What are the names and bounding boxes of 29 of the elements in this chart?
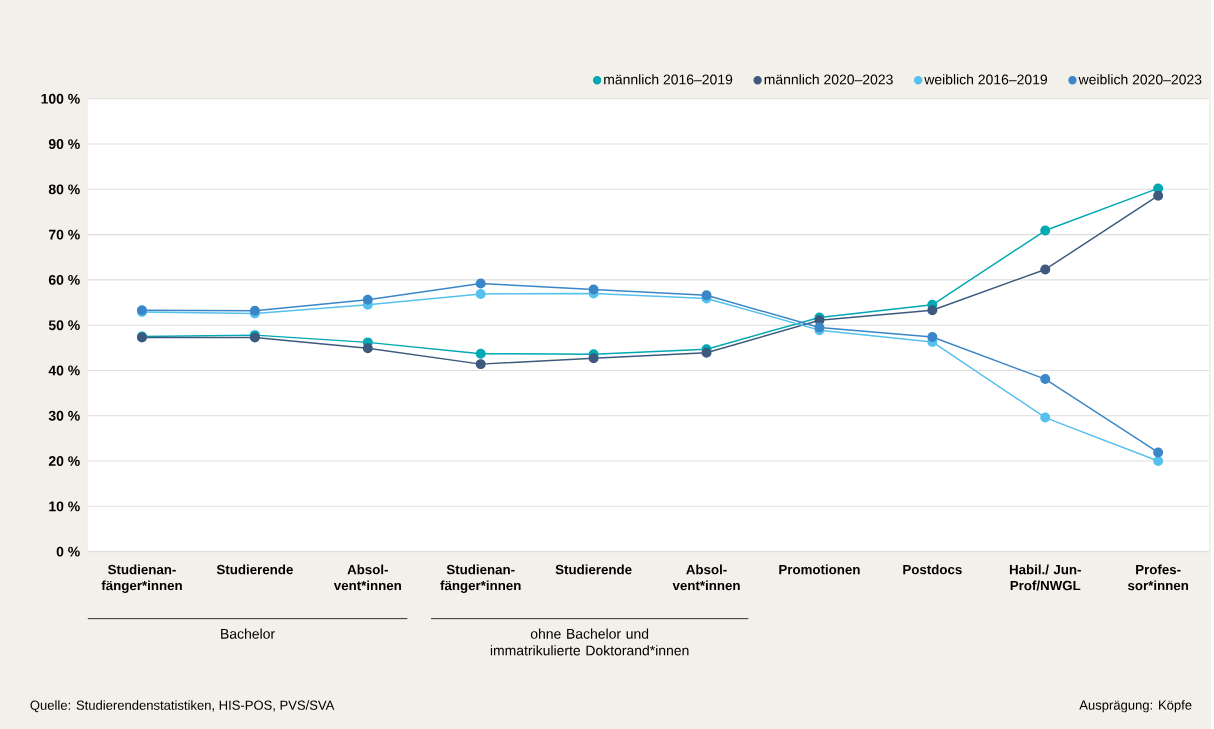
y-tick-label: 80 %	[48, 184, 80, 195]
x-tick-label: Habil./ Jun-Prof/NWGL	[1009, 564, 1081, 591]
legend-label: männlich 2020–2023	[764, 74, 893, 85]
y-tick-label: 60 %	[48, 274, 80, 285]
text: ohne Bachelor und immatrikulierte Doktorand*innen	[490, 628, 689, 656]
x-tick-label: Studierende	[555, 564, 632, 575]
y-tick-label: 40 %	[48, 365, 80, 376]
x-tick-label: Studierende	[216, 564, 293, 575]
x-tick-label: Absol-vent*innen	[333, 564, 401, 591]
y-tick-label: 50 %	[48, 320, 80, 331]
y-tick-label: 30 %	[48, 410, 80, 421]
y-tick-label: 10 %	[49, 501, 80, 512]
text: Bachelor	[221, 628, 275, 639]
y-tick-label: 0 %	[56, 546, 80, 557]
y-tick-label: 70 %	[48, 229, 80, 240]
y-tick-label: 20 %	[48, 456, 80, 466]
x-tick-label: Profes-sor*innen	[1127, 564, 1188, 591]
x-tick-label: Promotionen	[779, 564, 860, 575]
legend-label: weiblich 2016–2019	[924, 74, 1048, 85]
legend-label: männlich 2016–2019	[604, 74, 733, 85]
x-tick-label: Absol-vent*innen	[672, 564, 740, 591]
x-tick-label: Postdocs	[903, 564, 962, 575]
source-note: Quelle: Studierendenstatistiken, HIS-POS, PVS/SVA	[30, 700, 335, 713]
y-tick-label: 100 %	[41, 93, 80, 104]
x-tick-label: Studienan-fänger*innen	[101, 564, 182, 593]
y-tick-label: 90 %	[48, 139, 80, 149]
text: Ausprägung: Köpfe	[1079, 700, 1192, 713]
legend-label: weiblich 2020–2023	[1078, 74, 1202, 85]
x-tick-label: Studienan-fänger*innen	[440, 564, 521, 593]
